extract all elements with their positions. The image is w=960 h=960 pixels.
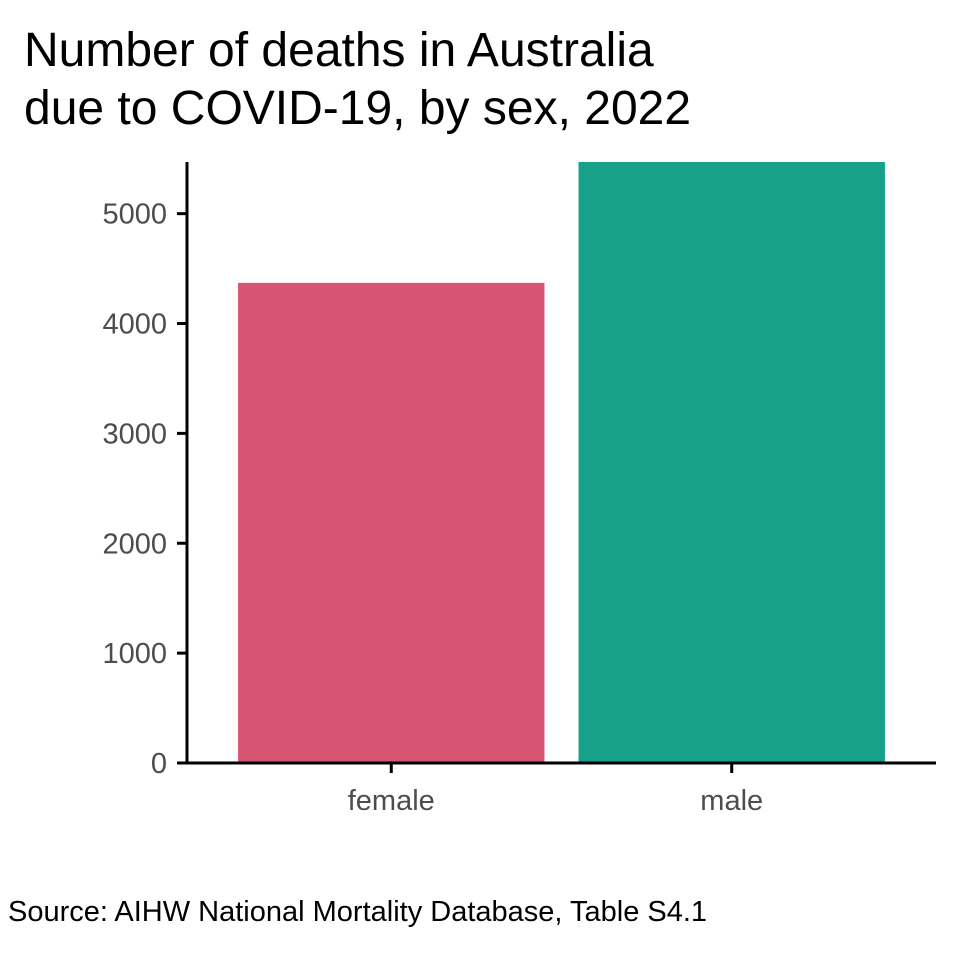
y-tick-label: 4000 <box>102 309 167 341</box>
x-axis-ticks: female male <box>348 763 763 817</box>
chart-title-line-1: Number of deaths in Australia <box>24 24 654 77</box>
chart-title-line-2: due to COVID-19, by sex, 2022 <box>24 82 692 135</box>
axes <box>185 162 936 765</box>
chart-title: Number of deaths in Australia due to COV… <box>24 22 691 138</box>
y-tick-label: 5000 <box>102 199 167 231</box>
x-tick-label-male: male <box>700 785 763 817</box>
chart-caption: Source: AIHW National Mortality Database… <box>8 896 708 928</box>
bar-male <box>578 162 885 763</box>
y-tick-label: 3000 <box>102 418 167 450</box>
y-tick-label: 2000 <box>102 528 167 560</box>
bar-female <box>238 282 545 763</box>
y-axis-ticks: 0 1000 2000 3000 4000 5000 <box>102 199 187 780</box>
y-tick-label: 0 <box>151 748 167 780</box>
y-tick-label: 1000 <box>102 638 167 670</box>
x-tick-label-female: female <box>348 785 435 817</box>
bars <box>238 162 885 763</box>
